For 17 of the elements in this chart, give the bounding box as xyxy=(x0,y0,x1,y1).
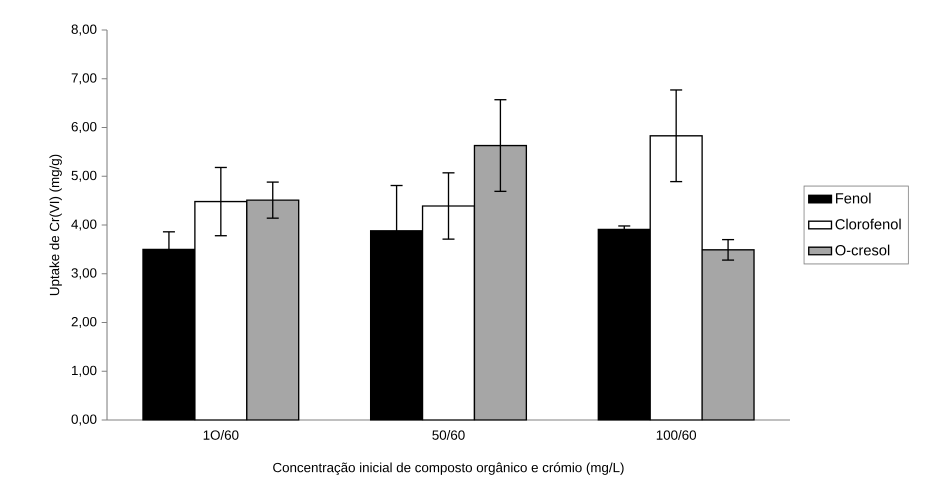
y-axis-title: Uptake de Cr(VI) (mg/g) xyxy=(49,154,62,296)
x-tick-label: 100/60 xyxy=(656,430,696,440)
y-tick-label: 3,00 xyxy=(72,268,96,280)
y-tick-label: 8,00 xyxy=(72,24,96,36)
y-tick-label: 7,00 xyxy=(72,73,96,84)
y-tick-label: 5,00 xyxy=(72,170,96,182)
legend-label: Clorofenol xyxy=(836,218,901,230)
y-tick-label: 1,00 xyxy=(72,366,96,377)
y-tick-label: 6,00 xyxy=(72,122,96,134)
x-tick-label: 1O/60 xyxy=(204,430,238,440)
legend-label: Fenol xyxy=(836,192,871,204)
x-tick-label: 50/60 xyxy=(432,430,465,440)
x-axis-title: Concentração inicial de composto orgânico e crómio (mg/L) xyxy=(273,462,624,475)
y-tick-label: 4,00 xyxy=(71,219,96,231)
y-tick-label: 0,00 xyxy=(72,414,96,426)
y-tick-label: 2,00 xyxy=(72,316,96,328)
legend-label: O-cresol xyxy=(836,244,890,256)
